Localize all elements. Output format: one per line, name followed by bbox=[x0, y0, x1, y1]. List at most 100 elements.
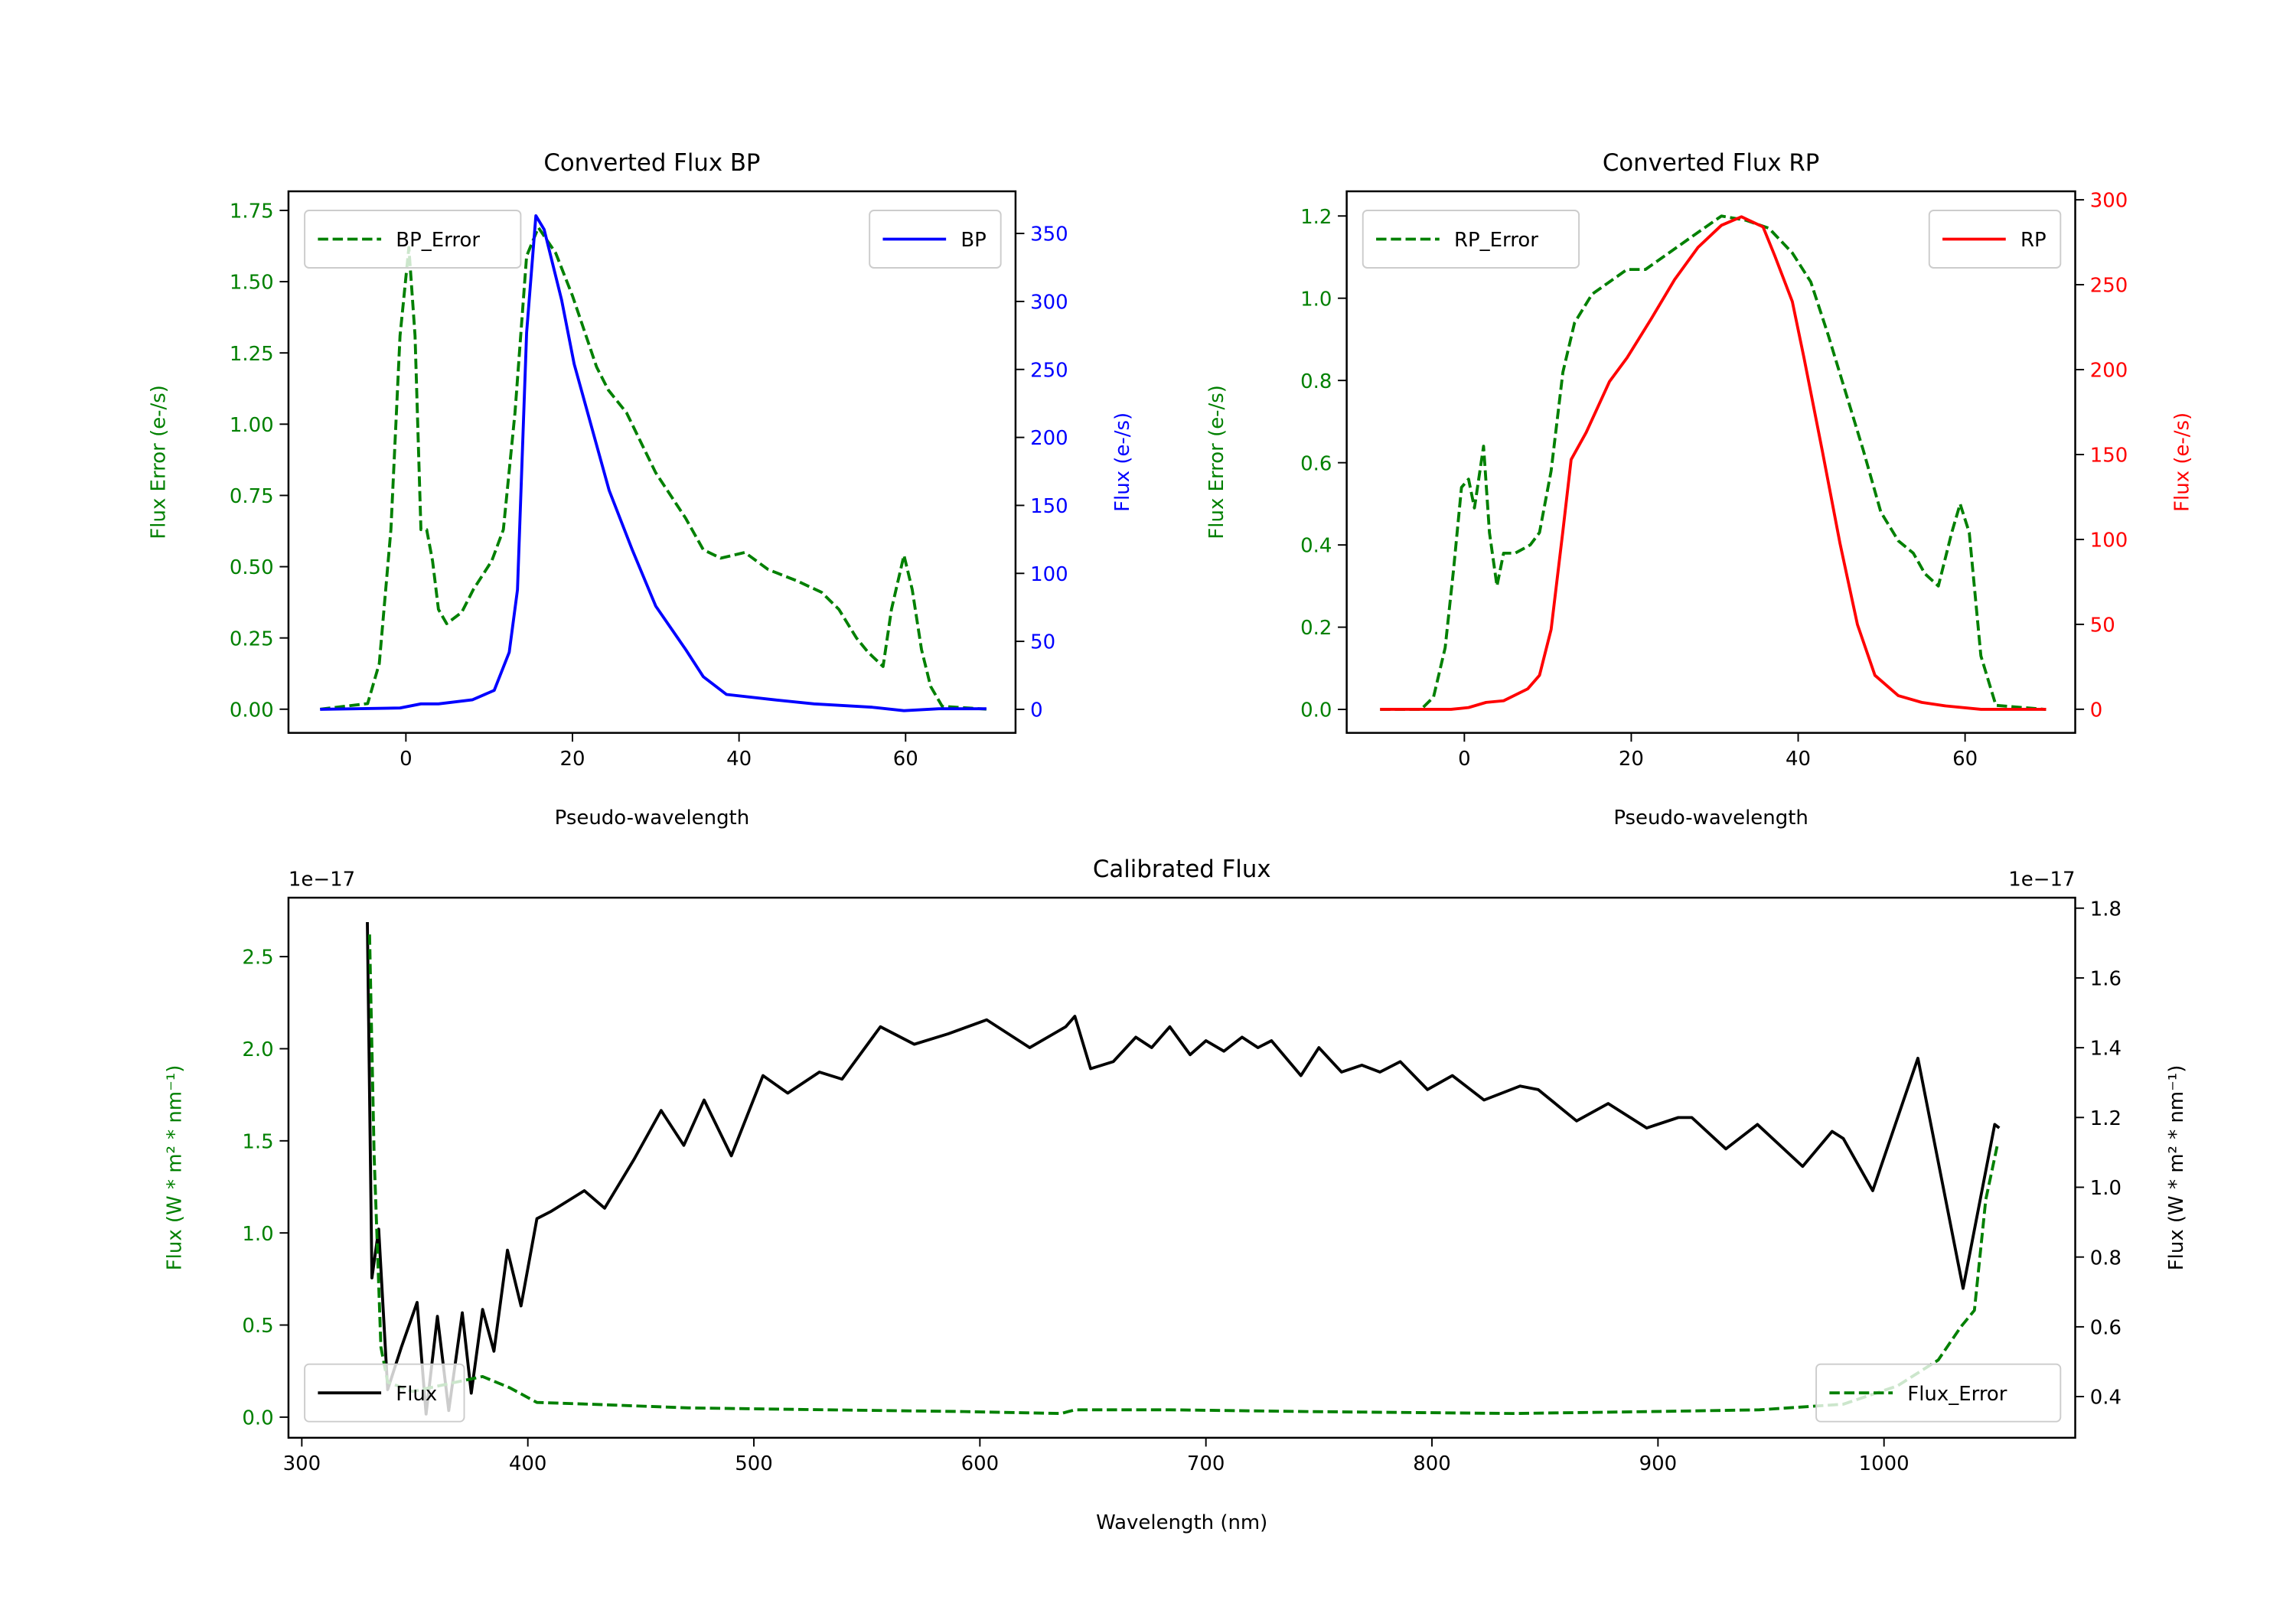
legend-box bbox=[1815, 1363, 2062, 1423]
left-y-tick-label: 0.5 bbox=[242, 1315, 273, 1338]
right-y-tick-label: 50 bbox=[1030, 631, 1055, 654]
right-y-tick-label: 100 bbox=[2090, 530, 2128, 553]
right-y-tick-label: 200 bbox=[2090, 360, 2128, 383]
legend-box bbox=[304, 210, 522, 269]
right-y-axis-label: Flux (W * m² * nm⁻¹) bbox=[2165, 1065, 2188, 1271]
left-y-tick-label: 0.2 bbox=[1300, 617, 1332, 640]
x-tick-label: 700 bbox=[1187, 1452, 1225, 1475]
rp-error-line bbox=[1380, 214, 2047, 712]
legend-box bbox=[304, 1363, 465, 1423]
right-y-tick-label: 0.6 bbox=[2090, 1316, 2122, 1339]
x-tick-label: 0 bbox=[1458, 748, 1471, 771]
x-tick-label: 500 bbox=[735, 1452, 773, 1475]
right-y-tick-label: 1.6 bbox=[2090, 968, 2122, 991]
bp-error-legend: BP_Error bbox=[304, 210, 522, 269]
x-tick-label: 300 bbox=[283, 1452, 321, 1475]
right-y-tick-label: 0 bbox=[1030, 699, 1043, 722]
legend-label: RP bbox=[2020, 229, 2047, 252]
right-offset-text: 1e−17 bbox=[2008, 869, 2075, 892]
rp-legend: RP bbox=[1928, 210, 2062, 269]
left-y-tick-label: 0.0 bbox=[1300, 699, 1332, 722]
left-y-tick-label: 0.0 bbox=[242, 1407, 273, 1430]
right-y-tick-label: 300 bbox=[2090, 190, 2128, 213]
right-y-tick-label: 250 bbox=[2090, 275, 2128, 298]
x-axis-label: Pseudo-wavelength bbox=[555, 807, 750, 830]
right-y-tick-label: 1.0 bbox=[2090, 1177, 2122, 1200]
x-tick-label: 60 bbox=[893, 748, 918, 771]
right-y-tick-label: 300 bbox=[1030, 292, 1068, 315]
chart-title: Converted Flux BP bbox=[543, 149, 760, 177]
right-y-tick-label: 1.2 bbox=[2090, 1107, 2122, 1130]
bp-legend: BP bbox=[869, 210, 1002, 269]
flux-legend: Flux bbox=[304, 1363, 465, 1423]
axes-frame bbox=[287, 190, 1017, 734]
left-y-tick-label: 0.00 bbox=[230, 699, 274, 722]
right-y-tick-label: 0.8 bbox=[2090, 1247, 2122, 1270]
left-y-tick-label: 1.25 bbox=[230, 343, 274, 366]
left-y-tick-label: 0.8 bbox=[1300, 370, 1332, 393]
left-y-tick-label: 0.4 bbox=[1300, 535, 1332, 558]
left-y-tick-label: 1.75 bbox=[230, 200, 274, 223]
right-y-tick-label: 1.8 bbox=[2090, 898, 2122, 921]
rp-line bbox=[1380, 215, 2047, 711]
x-tick-label: 400 bbox=[509, 1452, 547, 1475]
right-y-tick-label: 250 bbox=[1030, 359, 1068, 382]
left-y-tick-label: 1.0 bbox=[1300, 288, 1332, 311]
x-axis-label: Pseudo-wavelength bbox=[1613, 807, 1808, 830]
legend-label: BP_Error bbox=[396, 229, 480, 252]
flux-line bbox=[366, 921, 2001, 1416]
left-y-tick-label: 0.6 bbox=[1300, 452, 1332, 475]
x-tick-label: 20 bbox=[1619, 748, 1644, 771]
right-y-tick-label: 0.4 bbox=[2090, 1387, 2122, 1410]
x-tick-label: 40 bbox=[1786, 748, 1811, 771]
rp-error-legend: RP_Error bbox=[1362, 210, 1580, 269]
right-y-axis-label: Flux (e-/s) bbox=[2171, 412, 2194, 512]
bp-line bbox=[320, 214, 987, 712]
cal-panel: 300 400 500 600 700 800 900 1000 0.0 0.5 1.0 1.5 2.0… bbox=[164, 856, 2188, 1534]
legend-label: RP_Error bbox=[1454, 229, 1538, 252]
chart-title: Converted Flux RP bbox=[1603, 149, 1819, 177]
right-y-tick-label: 150 bbox=[1030, 495, 1068, 518]
left-offset-text: 1e−17 bbox=[289, 869, 355, 892]
left-y-tick-label: 1.2 bbox=[1300, 206, 1332, 229]
rp-panel: 0 20 40 60 0.0 0.2 0.4 0.6 0.8 1.0 1.2 Flux Error (… bbox=[1205, 149, 2194, 830]
legend-label: Flux bbox=[396, 1383, 437, 1406]
x-tick-label: 1000 bbox=[1859, 1452, 1910, 1475]
right-y-tick-label: 50 bbox=[2090, 614, 2115, 637]
x-tick-label: 600 bbox=[961, 1452, 1000, 1475]
x-tick-label: 20 bbox=[559, 748, 585, 771]
x-tick-label: 900 bbox=[1639, 1452, 1678, 1475]
chart-title: Calibrated Flux bbox=[1093, 856, 1271, 883]
legend-label: BP bbox=[960, 229, 986, 252]
legend-label: Flux_Error bbox=[1907, 1383, 2007, 1406]
left-y-tick-label: 1.50 bbox=[230, 272, 274, 295]
left-y-tick-label: 2.0 bbox=[242, 1038, 273, 1061]
left-y-tick-label: 1.00 bbox=[230, 414, 274, 437]
right-y-axis-label: Flux (e-/s) bbox=[1111, 412, 1134, 512]
right-y-tick-label: 100 bbox=[1030, 563, 1068, 586]
left-y-tick-label: 2.5 bbox=[242, 947, 273, 970]
right-y-tick-label: 200 bbox=[1030, 427, 1068, 450]
x-tick-label: 60 bbox=[1952, 748, 1978, 771]
left-y-axis-label: Flux Error (e-/s) bbox=[1205, 385, 1228, 539]
left-y-tick-label: 1.0 bbox=[242, 1223, 273, 1246]
left-y-tick-label: 0.50 bbox=[230, 556, 274, 579]
x-tick-label: 800 bbox=[1413, 1452, 1451, 1475]
left-y-tick-label: 1.5 bbox=[242, 1130, 273, 1153]
left-y-tick-label: 0.25 bbox=[230, 627, 274, 650]
left-y-axis-label: Flux Error (e-/s) bbox=[147, 385, 170, 539]
left-y-axis-label: Flux (W * m² * nm⁻¹) bbox=[164, 1065, 187, 1271]
x-tick-label: 0 bbox=[400, 748, 413, 771]
right-y-tick-label: 0 bbox=[2090, 699, 2103, 722]
flux-error-legend: Flux_Error bbox=[1815, 1363, 2062, 1423]
axes-frame bbox=[287, 896, 2076, 1439]
right-y-tick-label: 150 bbox=[2090, 445, 2128, 468]
x-tick-label: 40 bbox=[726, 748, 752, 771]
left-y-tick-label: 0.75 bbox=[230, 485, 274, 508]
bp-panel: 0 20 40 60 0.00 0.25 0.50 0.75 1.00 1.25 1.50 1.75 F… bbox=[147, 149, 1134, 830]
right-y-tick-label: 350 bbox=[1030, 223, 1068, 246]
legend-box bbox=[1362, 210, 1580, 269]
x-axis-label: Wavelength (nm) bbox=[1096, 1511, 1267, 1534]
bp-error-line bbox=[320, 226, 987, 711]
